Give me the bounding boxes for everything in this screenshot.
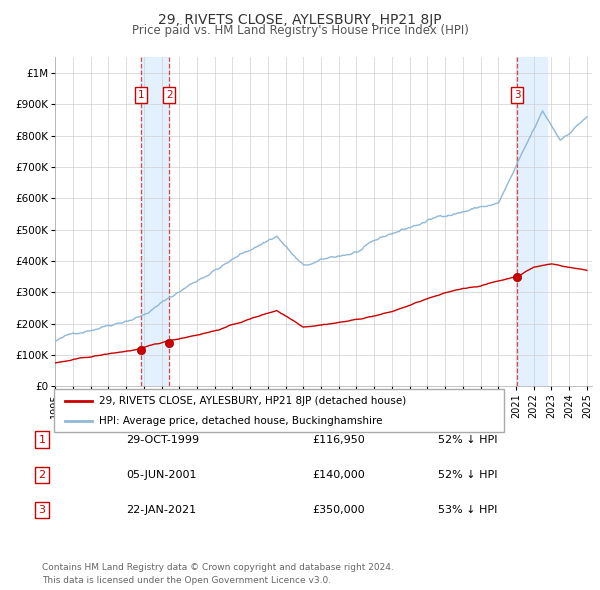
Text: 29, RIVETS CLOSE, AYLESBURY, HP21 8JP (detached house): 29, RIVETS CLOSE, AYLESBURY, HP21 8JP (d… xyxy=(99,396,406,407)
Text: HPI: Average price, detached house, Buckinghamshire: HPI: Average price, detached house, Buck… xyxy=(99,417,383,426)
Text: 53% ↓ HPI: 53% ↓ HPI xyxy=(438,506,497,515)
Text: £116,950: £116,950 xyxy=(312,435,365,444)
Text: 05-JUN-2001: 05-JUN-2001 xyxy=(126,470,197,480)
Text: 3: 3 xyxy=(514,90,520,100)
Text: Price paid vs. HM Land Registry's House Price Index (HPI): Price paid vs. HM Land Registry's House … xyxy=(131,24,469,37)
FancyBboxPatch shape xyxy=(54,389,504,432)
Text: 1: 1 xyxy=(38,435,46,444)
Text: 2: 2 xyxy=(166,90,172,100)
Text: 22-JAN-2021: 22-JAN-2021 xyxy=(126,506,196,515)
Text: 2: 2 xyxy=(38,470,46,480)
Text: 3: 3 xyxy=(38,506,46,515)
Text: 1: 1 xyxy=(137,90,144,100)
Text: 52% ↓ HPI: 52% ↓ HPI xyxy=(438,435,497,444)
Bar xyxy=(141,57,169,386)
Text: £140,000: £140,000 xyxy=(312,470,365,480)
Bar xyxy=(517,57,547,386)
Text: Contains HM Land Registry data © Crown copyright and database right 2024.: Contains HM Land Registry data © Crown c… xyxy=(42,563,394,572)
Text: 52% ↓ HPI: 52% ↓ HPI xyxy=(438,470,497,480)
Text: 29-OCT-1999: 29-OCT-1999 xyxy=(126,435,199,444)
Text: 29, RIVETS CLOSE, AYLESBURY, HP21 8JP: 29, RIVETS CLOSE, AYLESBURY, HP21 8JP xyxy=(158,13,442,27)
Text: £350,000: £350,000 xyxy=(312,506,365,515)
Text: This data is licensed under the Open Government Licence v3.0.: This data is licensed under the Open Gov… xyxy=(42,576,331,585)
